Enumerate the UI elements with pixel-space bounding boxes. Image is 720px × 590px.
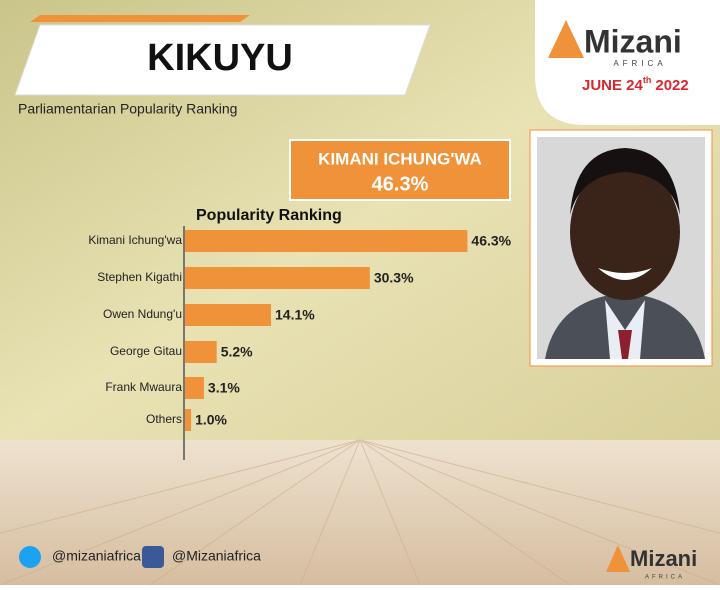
value-label: 1.0% [195,412,227,428]
date-suffix: th [643,75,652,85]
value-label: 30.3% [374,270,414,286]
date-day: JUNE 24 [582,77,644,94]
logo-region: AFRICA [613,59,666,68]
value-label: 5.2% [221,344,253,360]
value-label: 14.1% [275,307,315,323]
logo-name: Mizani [584,23,682,59]
banner-stripe [30,15,250,22]
category-label: Kimani Ichung'wa [88,233,182,247]
category-label: Stephen Kigathi [97,270,182,284]
bar [185,377,204,399]
date-year: 2022 [655,77,688,94]
logo-panel [535,0,720,125]
highlight-name: KIMANI ICHUNG'WA [318,149,482,168]
bar [185,230,468,252]
bar [185,304,272,326]
category-label: George Gitau [110,344,182,358]
bar-chart: Kimani Ichung'wa 46.3% Stephen Kigathi 30.3… [88,230,512,431]
title: KIKUYU [147,37,293,79]
chart-title: Popularity Ranking [196,207,342,224]
logo-mark [548,20,584,58]
photo [537,137,705,359]
highlight-box [289,139,511,201]
value-label: 3.1% [208,380,240,396]
highlight-value: 46.3% [372,173,429,195]
footer-logo-mark [606,545,630,572]
date: JUNE 24th 2022 [582,75,689,94]
twitter-handle: @mizaniafrica [52,548,141,564]
category-label: Frank Mwaura [105,380,182,394]
title-banner [14,24,431,96]
floor [0,440,720,585]
subtitle: Parliamentarian Popularity Ranking [18,101,237,117]
facebook-handle: @Mizaniafrica [172,548,261,564]
footer-logo-name: Mizani [630,546,697,571]
bar [185,267,370,289]
twitter-icon [19,546,41,568]
category-label: Others [146,412,182,426]
category-label: Owen Ndung'u [103,307,182,321]
facebook-icon [142,546,164,568]
bar [185,341,217,363]
value-label: 46.3% [471,233,511,249]
bar [185,409,192,431]
floor-lines [0,439,720,586]
footer-logo-region: AFRICA [645,575,685,581]
